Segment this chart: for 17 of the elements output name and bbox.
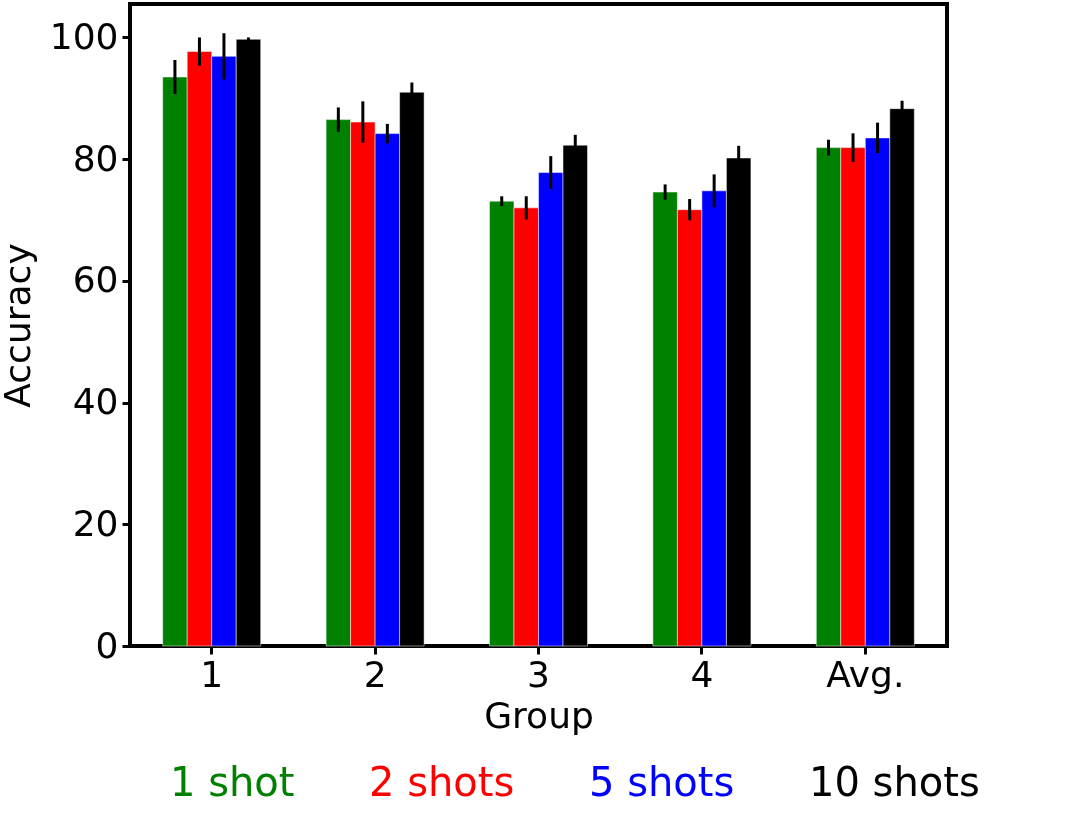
y-tick-label: 40 (72, 381, 119, 423)
x-tick-label: Avg. (826, 653, 905, 695)
text: 1 shot (170, 759, 295, 805)
text: 5 shots (589, 759, 735, 805)
y-tick-label: 60 (72, 259, 119, 301)
x-axis-title: Group (484, 694, 594, 736)
y-tick-label: 80 (72, 137, 119, 179)
x-tick-label: 1 (200, 653, 224, 695)
x-tick-label: 2 (363, 653, 387, 695)
y-tick-label: 20 (72, 502, 119, 544)
text: 2 shots (369, 759, 515, 805)
y-axis-title: Accuracy (0, 243, 38, 408)
text: 10 shots (809, 759, 980, 805)
x-tick-label: 3 (527, 653, 550, 695)
x-tick-label: 4 (690, 653, 714, 695)
y-tick-label: 100 (49, 15, 119, 57)
y-tick-label: 0 (95, 624, 119, 666)
